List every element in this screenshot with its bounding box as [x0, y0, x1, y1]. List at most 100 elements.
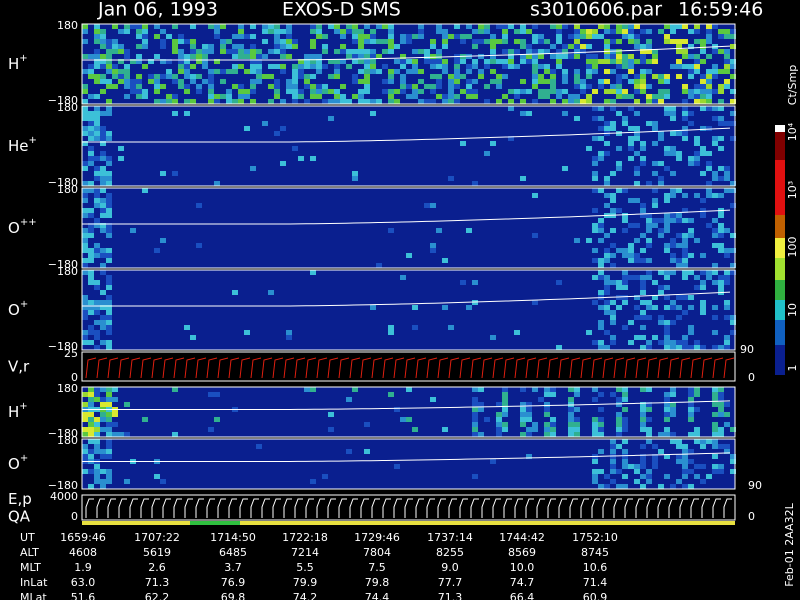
cell [598, 24, 604, 29]
cell [664, 248, 670, 253]
cell [622, 94, 628, 99]
y2-bottom: 90 [748, 479, 762, 492]
cell [520, 422, 526, 427]
cell [622, 422, 628, 427]
cell [466, 94, 472, 99]
cell [592, 136, 598, 141]
cell [94, 243, 100, 248]
colorbar-tick: 10⁴ [786, 122, 799, 141]
cell [106, 84, 112, 89]
cell [712, 392, 718, 397]
cell [508, 99, 514, 104]
cell [316, 34, 322, 39]
cell [646, 387, 652, 392]
cell [82, 310, 88, 315]
cell [496, 79, 502, 84]
cell [94, 285, 100, 290]
cell [502, 407, 508, 412]
cell [718, 285, 724, 290]
cell [82, 263, 88, 268]
cell [724, 340, 730, 345]
colorbar-tick: 1 [786, 365, 799, 372]
cell [532, 422, 538, 427]
cell [106, 111, 112, 116]
cell [82, 69, 88, 74]
cell [688, 253, 694, 258]
cell [100, 188, 106, 193]
cell [688, 270, 694, 275]
cell [100, 79, 106, 84]
cell [592, 176, 598, 181]
cell-text: 51.6 [71, 591, 96, 600]
cell [352, 176, 358, 181]
label-text: O [8, 455, 20, 473]
cell [106, 228, 112, 233]
cell [154, 34, 160, 39]
cell [460, 59, 466, 64]
cell [640, 248, 646, 253]
cell [730, 181, 736, 186]
cell [622, 188, 628, 193]
cell [586, 34, 592, 39]
cell [640, 213, 646, 218]
cell [172, 94, 178, 99]
cell [178, 34, 184, 39]
cell [508, 59, 514, 64]
cell [694, 29, 700, 34]
cell [94, 439, 100, 444]
cell [646, 402, 652, 407]
cell [310, 156, 316, 161]
cell [508, 49, 514, 54]
cell [658, 484, 664, 489]
colorbar-band [775, 125, 785, 132]
y-bottom: 0 [71, 510, 78, 523]
cell [370, 99, 376, 104]
cell [100, 228, 106, 233]
cell [310, 24, 316, 29]
cell [622, 24, 628, 29]
cell [100, 176, 106, 181]
cell [190, 74, 196, 79]
cell [232, 34, 238, 39]
cell [82, 39, 88, 44]
cell [718, 392, 724, 397]
cell [670, 111, 676, 116]
cell [280, 49, 286, 54]
cell [598, 218, 604, 223]
cell [100, 59, 106, 64]
cell [364, 89, 370, 94]
cell [724, 248, 730, 253]
cell [82, 54, 88, 59]
y-top: 180 [57, 434, 78, 447]
cell [286, 44, 292, 49]
cell [664, 340, 670, 345]
cell [598, 263, 604, 268]
cell [544, 387, 550, 392]
cell [640, 54, 646, 59]
cell [676, 258, 682, 263]
cell [670, 131, 676, 136]
cell [172, 49, 178, 54]
cell [724, 315, 730, 320]
cell [286, 79, 292, 84]
cell [484, 39, 490, 44]
cell [658, 315, 664, 320]
cell [724, 176, 730, 181]
cell [232, 84, 238, 89]
cell [388, 94, 394, 99]
cell [160, 44, 166, 49]
cell [442, 34, 448, 39]
colorbar-band [775, 280, 785, 300]
cell [700, 59, 706, 64]
cell [640, 161, 646, 166]
cell [106, 320, 112, 325]
cell [586, 69, 592, 74]
cell [664, 407, 670, 412]
cell [208, 24, 214, 29]
cell [340, 99, 346, 104]
cell [700, 345, 706, 350]
cell [106, 131, 112, 136]
cell [598, 188, 604, 193]
cell-text: 1744:42 [499, 531, 545, 544]
cell [94, 188, 100, 193]
